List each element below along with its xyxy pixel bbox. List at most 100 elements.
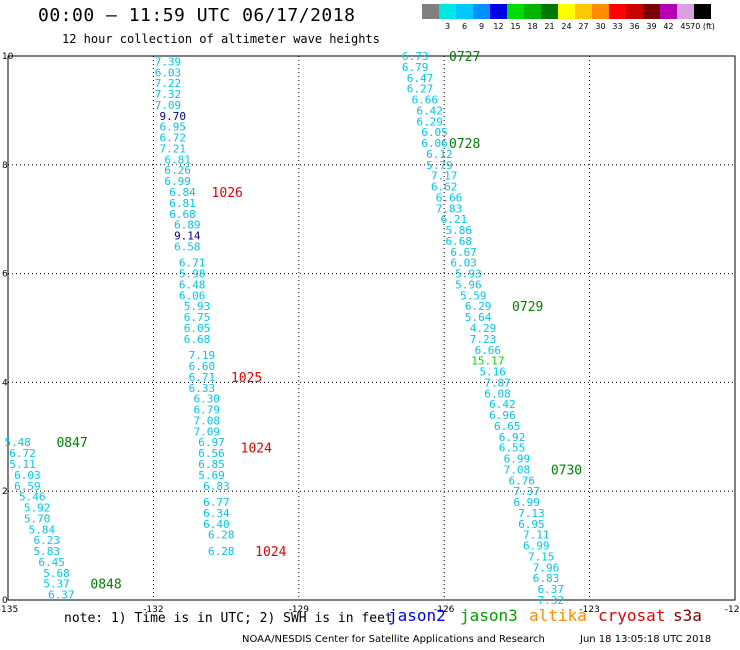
pass-time-label: 0727	[449, 50, 480, 65]
swh-value-label: 5.68	[43, 567, 70, 580]
plot-frame	[7, 55, 736, 601]
swh-value-label: 9.70	[160, 110, 187, 123]
scale-label: 24	[561, 22, 572, 31]
footer-note: note: 1) Time is in UTC; 2) SWH is in fe…	[64, 611, 393, 626]
scale-swatch	[575, 4, 592, 19]
swh-value-label: 7.08	[504, 463, 531, 476]
scale-bin: 42	[660, 4, 677, 31]
scale-bin: 6	[456, 4, 473, 31]
swh-value-label: 6.99	[523, 540, 550, 553]
swh-value-label: 6.73	[402, 50, 429, 63]
swh-value-label: 6.55	[499, 442, 526, 455]
y-tick-label: 6	[2, 270, 8, 280]
swh-value-label: 6.40	[203, 518, 230, 531]
swh-value-label: 6.81	[169, 197, 196, 210]
swh-value-label: 7.15	[528, 550, 555, 563]
scale-swatch	[626, 4, 643, 19]
swh-value-label: 5.84	[29, 523, 56, 536]
swh-value-label: 6.96	[489, 409, 516, 422]
scale-swatch	[643, 4, 660, 19]
swh-value-label: 7.17	[431, 170, 458, 183]
swh-value-label: 6.58	[174, 240, 201, 253]
x-tick-label: -129	[289, 605, 310, 615]
swh-value-label: 6.77	[203, 496, 230, 509]
swh-value-label: 7.37	[513, 485, 540, 498]
legend-jason2: jason2	[388, 606, 446, 625]
swh-value-label: 5.64	[465, 311, 492, 324]
swh-value-label: 6.30	[193, 393, 220, 406]
pass-time-label: 1025	[231, 371, 262, 386]
swh-value-label: 6.95	[518, 518, 545, 531]
x-tick-label: -123	[579, 605, 599, 615]
scale-swatch	[609, 4, 626, 19]
swh-value-label: 6.06	[421, 137, 448, 150]
y-tick-label: 2	[2, 487, 8, 497]
swh-value-label: 5.16	[479, 366, 506, 379]
y-tick-label: 0	[2, 596, 8, 606]
scale-label: 27	[578, 22, 589, 31]
swh-value-label: 6.48	[179, 278, 206, 291]
swh-value-label: 6.99	[164, 175, 191, 188]
scale-swatch	[422, 4, 439, 19]
scale-bin: 9	[473, 4, 490, 31]
swh-value-label: 6.83	[533, 572, 560, 585]
swh-value-label: 6.60	[189, 360, 216, 373]
scale-label: 39	[646, 22, 657, 31]
swh-value-label: 6.47	[407, 72, 434, 85]
scale-swatch	[592, 4, 609, 19]
x-tick-label: -126	[434, 605, 455, 615]
legend-s3a: s3a	[673, 606, 702, 625]
swh-value-label: 6.65	[494, 420, 521, 433]
swh-value-label: 7.11	[523, 529, 550, 542]
pass-time-label: 0848	[90, 578, 121, 593]
scale-label: 70 (ft)	[690, 22, 715, 31]
swh-value-label: 9.14	[174, 230, 201, 243]
scale-bin: 15	[507, 4, 524, 31]
scale-label: 18	[527, 22, 538, 31]
swh-value-label: 7.32	[538, 594, 565, 607]
swh-value-label: 6.89	[174, 219, 201, 232]
pass-time-label: 0730	[551, 463, 582, 478]
scale-label: 3	[444, 22, 451, 31]
scale-bin	[422, 4, 439, 31]
x-tick-label: -135	[0, 605, 18, 615]
swh-value-label: 6.29	[465, 300, 492, 313]
swh-value-label: 5.79	[426, 159, 453, 172]
swh-value-label: 6.05	[184, 322, 211, 335]
swh-value-label: 6.79	[193, 404, 220, 417]
swh-value-label: 6.75	[184, 311, 211, 324]
swh-value-label: 6.28	[208, 529, 235, 542]
generated-timestamp: Jun 18 13:05:18 UTC 2018	[580, 634, 712, 645]
swh-value-label: 5.83	[34, 545, 61, 558]
scale-bin: 39	[643, 4, 660, 31]
swh-value-label: 6.99	[513, 496, 540, 509]
swh-value-label: 5.92	[24, 502, 51, 515]
page-title: 00:00 – 11:59 UTC 06/17/2018	[38, 5, 356, 26]
swh-value-label: 5.86	[445, 224, 472, 237]
swh-value-label: 5.98	[179, 268, 206, 281]
legend-cryosat: cryosat	[598, 606, 666, 625]
x-tick-label: -132	[143, 605, 163, 615]
scale-label: 9	[478, 22, 485, 31]
credit-line: NOAA/NESDIS Center for Satellite Applica…	[242, 634, 545, 645]
scale-swatch	[439, 4, 456, 19]
scale-bin: 36	[626, 4, 643, 31]
swh-value-label: 6.28	[208, 545, 235, 558]
swh-value-label: 6.72	[160, 132, 187, 145]
scale-label: 42	[663, 22, 674, 31]
swh-value-label: 6.66	[475, 344, 502, 357]
legend-altika: altika	[529, 606, 587, 625]
legend-jason3: jason3	[460, 606, 518, 625]
swh-value-label: 6.42	[489, 398, 516, 411]
swh-value-label: 6.56	[198, 447, 225, 460]
swh-value-label: 7.87	[484, 376, 511, 389]
swh-value-label: 7.19	[189, 349, 216, 362]
scale-label: 30	[595, 22, 606, 31]
scale-swatch	[456, 4, 473, 19]
scale-swatch	[677, 4, 694, 19]
swh-value-label: 6.12	[426, 148, 453, 161]
scale-label: 6	[461, 22, 468, 31]
y-tick-label: 10	[2, 52, 14, 62]
swh-value-label: 6.37	[538, 583, 565, 596]
